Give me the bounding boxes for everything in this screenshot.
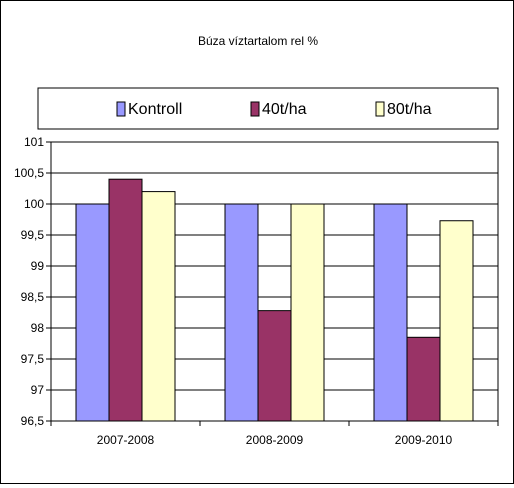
legend-label: 80t/ha <box>387 101 432 118</box>
y-tick-label: 100 <box>24 197 44 211</box>
legend-box <box>37 87 499 130</box>
bar-2009-2010-Kontroll <box>373 203 408 422</box>
y-tick-label: 101 <box>24 135 44 149</box>
bar-2008-2009-80t/ha <box>290 203 325 422</box>
legend-label: Kontroll <box>128 101 182 118</box>
x-tick-label: 2009-2010 <box>395 433 453 447</box>
chart-title: Búza víztartalom rel % <box>198 34 318 48</box>
axes: 96,5 97 97,5 98 98,5 99 99,5 100 100,5 101 2007-20… <box>14 135 499 447</box>
bar-2007-2008-Kontroll <box>75 203 110 422</box>
legend-swatch-80t/ha <box>375 101 385 117</box>
bar-2008-2009-Kontroll <box>224 203 259 422</box>
bar-2007-2008-40t/ha <box>108 178 143 422</box>
bar-2008-2009-40t/ha <box>257 310 292 422</box>
bar-2009-2010-80t/ha <box>439 220 474 422</box>
x-tick-label: 2007-2008 <box>97 433 155 447</box>
y-tick-label: 99,5 <box>21 228 45 242</box>
legend-swatch-Kontroll <box>116 101 126 117</box>
y-tick-label: 100,5 <box>14 166 44 180</box>
y-tick-label: 99 <box>31 259 45 273</box>
y-tick-label: 98,5 <box>21 290 45 304</box>
legend-label: 40t/ha <box>262 101 307 118</box>
bars <box>75 178 474 422</box>
y-tick-label: 96,5 <box>21 414 45 428</box>
bar-2007-2008-80t/ha <box>141 191 176 422</box>
x-tick-label: 2008-2009 <box>246 433 304 447</box>
y-tick-label: 97,5 <box>21 352 45 366</box>
legend: Kontroll 40t/ha 80t/ha <box>116 101 432 118</box>
bar-2009-2010-40t/ha <box>406 336 441 422</box>
y-tick-label: 97 <box>31 383 45 397</box>
y-tick-label: 98 <box>31 321 45 335</box>
legend-swatch-40t/ha <box>250 101 260 117</box>
